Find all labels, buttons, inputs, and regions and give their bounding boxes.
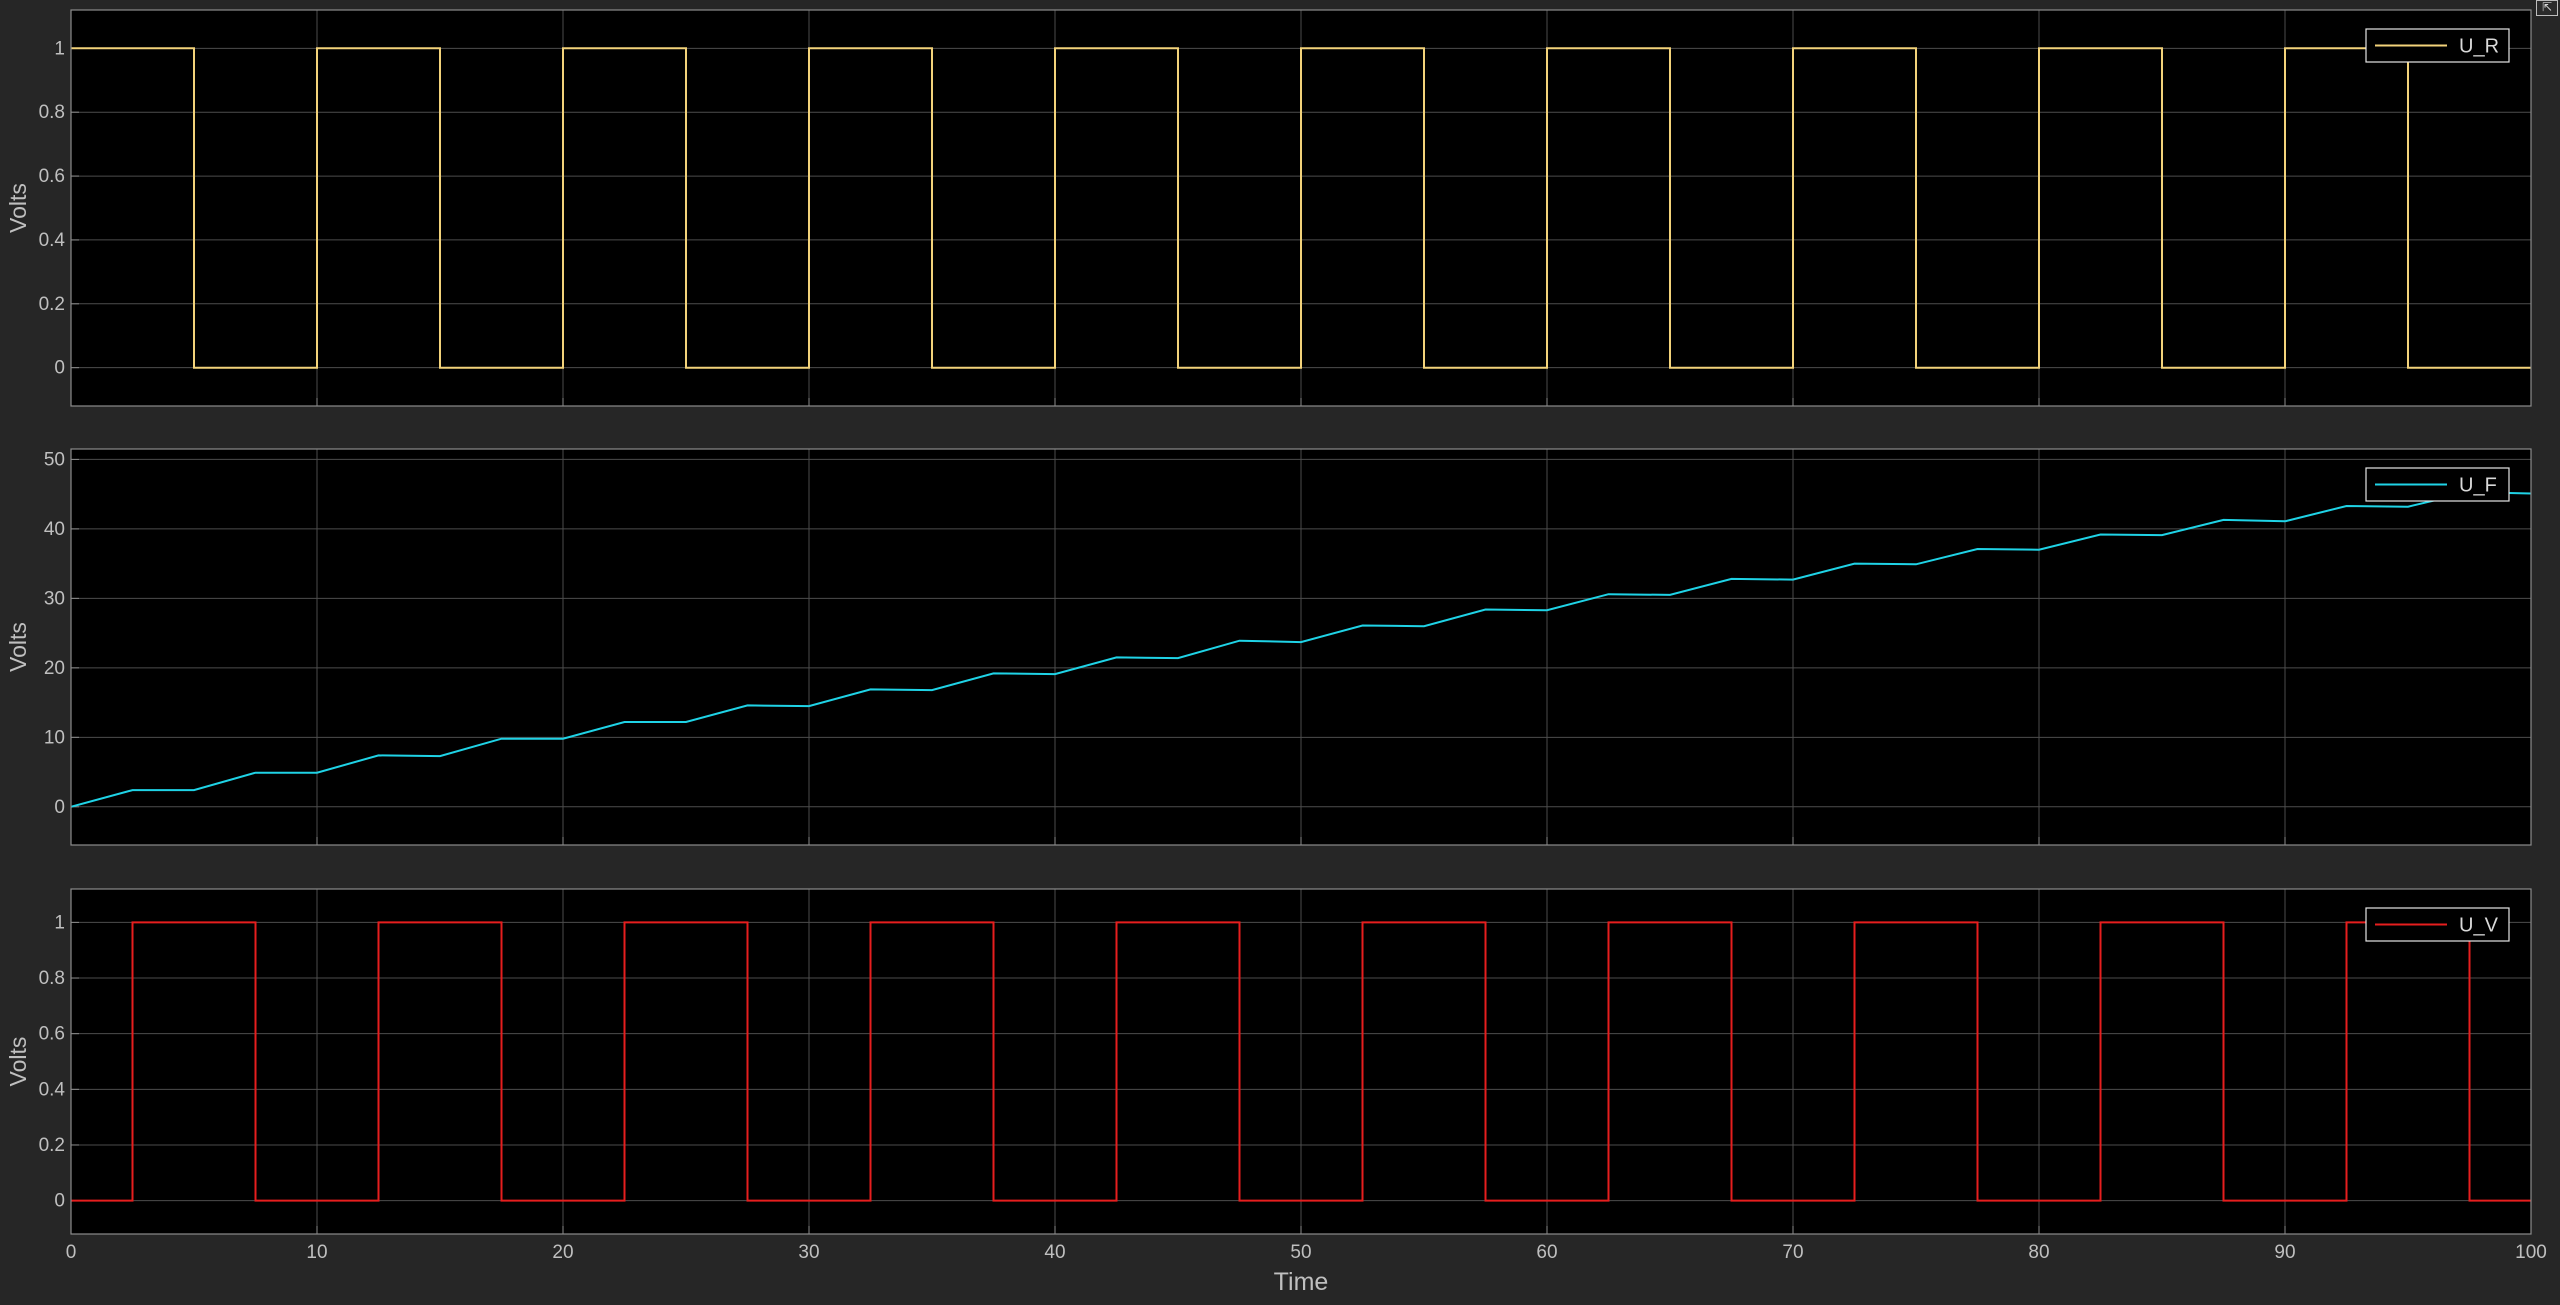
y-tick-label: 0 <box>54 358 65 379</box>
y-tick-label: 30 <box>44 588 65 609</box>
x-tick-label: 80 <box>2028 1242 2049 1263</box>
y-axis-label: Volts <box>5 1037 31 1087</box>
series-line-u-r <box>71 47 2531 369</box>
x-tick-label: 40 <box>1044 1242 1065 1263</box>
x-tick-label: 30 <box>798 1242 819 1263</box>
y-tick-label: 0.2 <box>39 294 65 315</box>
y-tick-label: 0.2 <box>39 1135 65 1156</box>
y-tick-label: 0 <box>54 1191 65 1212</box>
axes-border <box>70 448 2532 846</box>
y-tick-label: 1 <box>54 912 65 933</box>
series-line-u-v <box>71 921 2531 1202</box>
axes-u_r: 0 0.2 0.4 0.6 0.8 1 Volts U_R <box>5 9 2532 407</box>
x-tick-label: 20 <box>552 1242 573 1263</box>
y-tick-label: 10 <box>44 727 65 748</box>
y-tick-label: 50 <box>44 449 65 470</box>
y-tick-label: 0.8 <box>39 968 65 989</box>
y-tick-label: 0 <box>54 797 65 818</box>
y-tick-label: 0.6 <box>39 1024 65 1045</box>
legend-label: U_R <box>2459 36 2499 58</box>
undock-arrow-icon[interactable]: ⇱ <box>2536 0 2558 16</box>
x-tick-label: 0 <box>66 1242 77 1263</box>
x-tick-label: 100 <box>2515 1242 2547 1263</box>
y-tick-label: 0.4 <box>39 230 66 251</box>
x-tick-label: 50 <box>1290 1242 1311 1263</box>
legend-label: U_F <box>2459 475 2497 497</box>
axes-border <box>70 888 2532 1235</box>
x-tick-label: 10 <box>306 1242 327 1263</box>
y-tick-label: 0.4 <box>39 1079 66 1100</box>
legend[interactable]: U_V <box>2365 907 2510 942</box>
axes-border <box>70 9 2532 407</box>
y-tick-label: 1 <box>54 38 65 59</box>
y-axis-label: Volts <box>5 183 31 233</box>
y-tick-label: 20 <box>44 658 65 679</box>
x-tick-label: 60 <box>1536 1242 1557 1263</box>
legend[interactable]: U_F <box>2365 467 2510 502</box>
y-axis-label: Volts <box>5 622 31 672</box>
legend-label: U_V <box>2459 915 2499 937</box>
series-line-u-f <box>71 491 2531 808</box>
x-tick-label: 70 <box>1782 1242 1803 1263</box>
x-axis-label: Time <box>1274 1268 1329 1296</box>
legend[interactable]: U_R <box>2365 28 2510 63</box>
axes-u_f: 0 10 20 30 40 50 Volts U_F <box>5 448 2532 846</box>
x-tick-label: 90 <box>2274 1242 2295 1263</box>
y-tick-label: 0.8 <box>39 102 65 123</box>
y-tick-label: 0.6 <box>39 166 65 187</box>
y-tick-label: 40 <box>44 519 65 540</box>
axes-u_v: 00.20.40.60.810 10 20 30 40 50 60 70 80 90 100Volt… <box>5 888 2547 1296</box>
